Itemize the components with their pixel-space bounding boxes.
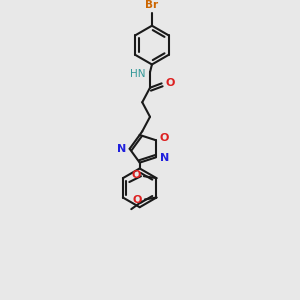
- Text: N: N: [116, 144, 126, 154]
- Text: O: O: [166, 78, 175, 88]
- Text: Br: Br: [146, 0, 158, 10]
- Text: N: N: [160, 153, 169, 163]
- Text: HN: HN: [130, 69, 145, 79]
- Text: O: O: [133, 195, 142, 206]
- Text: O: O: [160, 133, 169, 143]
- Text: O: O: [132, 170, 141, 180]
